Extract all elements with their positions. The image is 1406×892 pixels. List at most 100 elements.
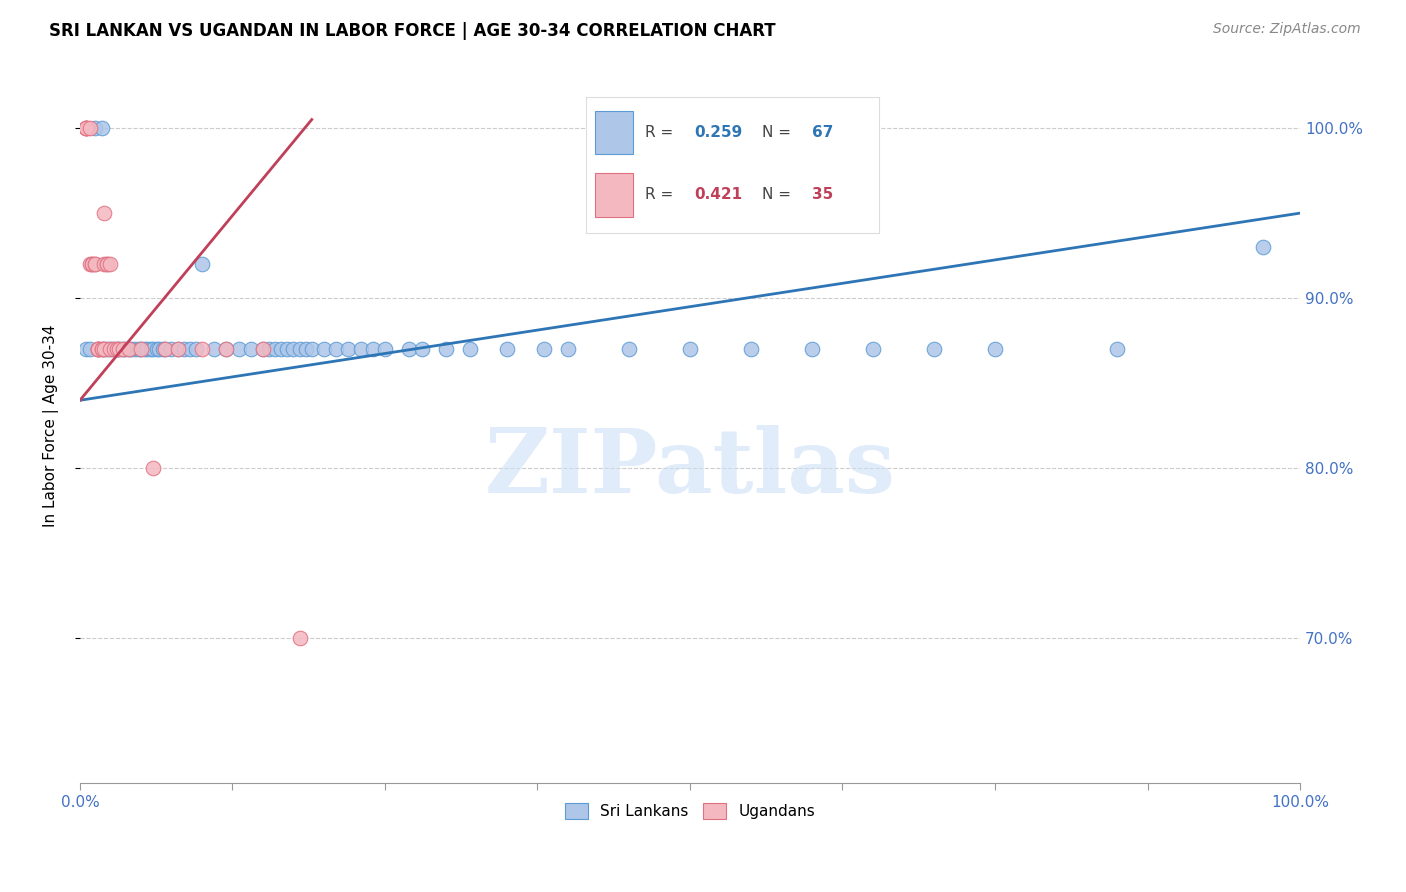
Point <box>173 343 195 357</box>
Point <box>984 343 1007 357</box>
Point <box>155 343 177 357</box>
Y-axis label: In Labor Force | Age 30-34: In Labor Force | Age 30-34 <box>44 325 59 527</box>
Point <box>100 343 122 357</box>
Point <box>103 343 125 357</box>
Point <box>533 343 555 357</box>
Point <box>75 121 97 136</box>
Point <box>361 343 384 357</box>
Point <box>276 343 298 357</box>
Point <box>75 343 97 357</box>
Point <box>557 343 579 357</box>
Point <box>288 632 311 646</box>
Point <box>288 343 311 357</box>
Point <box>270 343 292 357</box>
Point <box>679 343 702 357</box>
Point <box>87 343 110 357</box>
Point <box>202 343 225 357</box>
Point <box>434 343 457 357</box>
Point <box>146 343 169 357</box>
Point <box>93 257 115 271</box>
Point <box>349 343 371 357</box>
Point <box>82 257 104 271</box>
Point <box>124 343 146 357</box>
Point <box>252 343 274 357</box>
Point <box>105 343 128 357</box>
Point <box>283 343 305 357</box>
Point <box>87 343 110 357</box>
Point <box>87 343 110 357</box>
Point <box>862 343 884 357</box>
Point <box>129 343 152 357</box>
Point <box>136 343 159 357</box>
Point <box>75 121 97 136</box>
Point <box>215 343 238 357</box>
Point <box>228 343 250 357</box>
Point <box>134 343 156 357</box>
Point <box>79 257 101 271</box>
Point <box>79 343 101 357</box>
Point <box>90 343 112 357</box>
Point <box>105 343 128 357</box>
Point <box>87 343 110 357</box>
Point <box>257 343 280 357</box>
Point <box>128 343 150 357</box>
Point <box>148 343 170 357</box>
Point <box>239 343 262 357</box>
Point <box>325 343 347 357</box>
Point <box>179 343 201 357</box>
Point <box>93 343 115 357</box>
Point <box>139 343 162 357</box>
Point <box>83 257 105 271</box>
Point <box>740 343 762 357</box>
Point <box>100 343 122 357</box>
Point <box>160 343 183 357</box>
Point <box>82 257 104 271</box>
Point <box>93 343 115 357</box>
Point <box>100 257 122 271</box>
Point <box>155 343 177 357</box>
Point <box>1105 343 1128 357</box>
Point <box>411 343 433 357</box>
Point <box>83 121 105 136</box>
Text: Source: ZipAtlas.com: Source: ZipAtlas.com <box>1213 22 1361 37</box>
Point <box>142 343 165 357</box>
Point <box>75 121 97 136</box>
Point <box>96 343 118 357</box>
Point <box>801 343 824 357</box>
Legend: Sri Lankans, Ugandans: Sri Lankans, Ugandans <box>558 797 821 825</box>
Point <box>312 343 335 357</box>
Point <box>922 343 945 357</box>
Point <box>264 343 287 357</box>
Point <box>191 257 214 271</box>
Text: SRI LANKAN VS UGANDAN IN LABOR FORCE | AGE 30-34 CORRELATION CHART: SRI LANKAN VS UGANDAN IN LABOR FORCE | A… <box>49 22 776 40</box>
Point <box>83 257 105 271</box>
Point <box>90 121 112 136</box>
Point <box>252 343 274 357</box>
Point <box>101 343 124 357</box>
Point <box>142 461 165 475</box>
Point <box>374 343 396 357</box>
Point <box>1253 240 1275 254</box>
Point <box>496 343 519 357</box>
Point <box>460 343 482 357</box>
Point <box>114 343 136 357</box>
Point <box>108 343 131 357</box>
Point <box>166 343 188 357</box>
Point <box>96 257 118 271</box>
Point <box>75 121 97 136</box>
Point <box>166 343 188 357</box>
Point <box>79 121 101 136</box>
Point <box>93 206 115 220</box>
Point <box>617 343 640 357</box>
Point <box>301 343 323 357</box>
Point <box>90 343 112 357</box>
Point <box>108 343 131 357</box>
Point <box>398 343 420 357</box>
Point <box>294 343 316 357</box>
Point <box>118 343 141 357</box>
Point <box>215 343 238 357</box>
Point <box>184 343 207 357</box>
Point <box>120 343 142 357</box>
Point <box>191 343 214 357</box>
Point <box>129 343 152 357</box>
